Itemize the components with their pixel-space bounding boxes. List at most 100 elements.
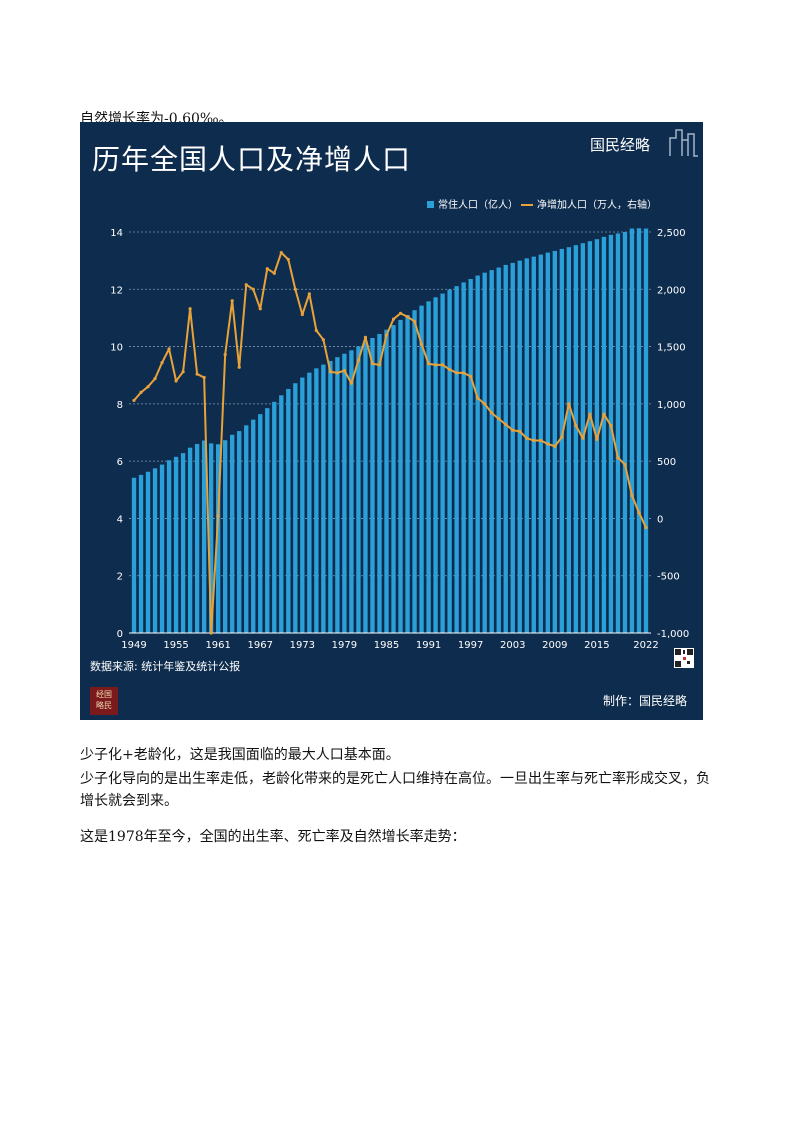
population-bar bbox=[194, 443, 200, 633]
net-increase-point bbox=[609, 424, 613, 428]
population-bar bbox=[608, 234, 614, 633]
net-increase-point bbox=[462, 371, 466, 375]
population-bar bbox=[201, 440, 207, 633]
net-increase-point bbox=[426, 362, 431, 366]
right-axis-tick-label: 0 bbox=[657, 514, 663, 525]
population-bar bbox=[215, 444, 221, 633]
legend-label-population: 常住人口（亿人） bbox=[438, 198, 518, 211]
population-bar bbox=[601, 236, 607, 633]
x-axis-tick-label: 1985 bbox=[374, 640, 399, 651]
paragraph-aging-summary: 少子化+老龄化，这是我国面临的最大人口基本面。 bbox=[80, 747, 400, 763]
x-axis-tick-label: 1949 bbox=[121, 640, 146, 651]
population-bar bbox=[426, 301, 431, 633]
net-increase-point bbox=[342, 369, 347, 373]
population-bar bbox=[363, 341, 368, 633]
population-bar bbox=[475, 275, 480, 633]
population-bar bbox=[152, 468, 158, 633]
x-axis-tick-label: 1991 bbox=[416, 640, 441, 651]
population-bar bbox=[538, 254, 543, 633]
population-bar bbox=[377, 333, 382, 633]
net-increase-point bbox=[644, 525, 648, 530]
population-bar bbox=[524, 258, 529, 633]
population-bar bbox=[230, 434, 235, 633]
brand-seal-logo: 经国 略民 bbox=[90, 687, 118, 715]
legend-label-net-increase: 净增加人口（万人，右轴） bbox=[537, 198, 657, 211]
population-bar bbox=[440, 293, 445, 633]
net-increase-point bbox=[441, 363, 445, 367]
population-bar bbox=[398, 319, 403, 633]
net-increase-point bbox=[469, 374, 473, 378]
x-axis-tick-label: 1961 bbox=[205, 640, 230, 651]
right-axis-tick-label: 1,500 bbox=[657, 343, 686, 354]
population-bar bbox=[342, 353, 347, 633]
net-increase-point bbox=[167, 347, 171, 351]
population-bar bbox=[391, 325, 396, 633]
population-bar bbox=[559, 248, 565, 633]
net-increase-point bbox=[132, 398, 136, 403]
population-bar bbox=[489, 270, 494, 633]
population-bar bbox=[496, 267, 501, 633]
net-increase-line bbox=[133, 251, 647, 634]
population-bar bbox=[629, 228, 635, 633]
net-increase-point bbox=[216, 514, 220, 518]
right-axis-tick-label: 2,000 bbox=[657, 285, 686, 296]
x-axis-tick-label: 1967 bbox=[248, 640, 273, 651]
population-bar bbox=[279, 395, 284, 633]
population-bar bbox=[166, 460, 172, 633]
left-axis-tick-label: 12 bbox=[110, 285, 123, 296]
net-increase-point bbox=[307, 292, 311, 296]
net-increase-point bbox=[581, 436, 585, 440]
net-increase-point bbox=[398, 311, 403, 315]
population-bar bbox=[622, 232, 628, 633]
right-axis-tick-label: 1,000 bbox=[657, 400, 686, 411]
left-axis-tick-label: 0 bbox=[117, 629, 123, 640]
net-increase-point bbox=[483, 402, 487, 406]
population-bar bbox=[258, 414, 263, 633]
population-bar bbox=[159, 464, 165, 633]
net-increase-point bbox=[209, 631, 213, 635]
population-bar bbox=[314, 368, 319, 633]
population-bar bbox=[468, 278, 473, 633]
population-bar bbox=[412, 310, 417, 633]
population-bar bbox=[370, 337, 375, 633]
net-increase-point bbox=[546, 442, 550, 446]
population-bar bbox=[244, 425, 249, 633]
population-bar bbox=[531, 256, 536, 633]
net-increase-point bbox=[419, 342, 424, 346]
net-increase-point bbox=[328, 370, 332, 374]
net-increase-point bbox=[490, 411, 494, 415]
net-increase-point bbox=[251, 287, 255, 291]
net-increase-point bbox=[188, 307, 192, 311]
x-axis-tick-label: 2022 bbox=[633, 640, 658, 651]
net-increase-point bbox=[195, 372, 199, 376]
population-bar bbox=[552, 250, 557, 633]
population-bar bbox=[251, 419, 256, 633]
net-increase-point bbox=[525, 436, 529, 440]
population-bar bbox=[587, 241, 593, 633]
legend-bar-swatch bbox=[427, 201, 434, 208]
net-increase-point bbox=[623, 462, 627, 467]
net-increase-point bbox=[497, 417, 501, 421]
left-axis-tick-label: 6 bbox=[117, 457, 123, 468]
x-axis-tick-label: 2009 bbox=[542, 640, 567, 651]
population-bar bbox=[349, 350, 354, 633]
net-increase-point bbox=[244, 283, 248, 287]
population-bar bbox=[187, 447, 193, 633]
right-axis-tick-label: -500 bbox=[657, 572, 680, 583]
net-increase-point bbox=[518, 429, 522, 433]
x-axis-tick-label: 1997 bbox=[458, 640, 483, 651]
net-increase-point bbox=[181, 370, 185, 374]
net-increase-point bbox=[314, 328, 318, 333]
net-increase-point bbox=[293, 287, 297, 291]
net-increase-point bbox=[286, 257, 290, 262]
net-increase-point bbox=[139, 390, 143, 394]
x-axis-tick-label: 1973 bbox=[290, 640, 315, 651]
population-bar bbox=[265, 408, 270, 633]
chart-title: 历年全国人口及净增人口 bbox=[92, 143, 412, 176]
population-bar bbox=[573, 245, 579, 633]
net-increase-point bbox=[258, 307, 262, 311]
left-axis-tick-label: 4 bbox=[117, 514, 123, 525]
net-increase-point bbox=[588, 412, 592, 416]
population-bar bbox=[405, 315, 410, 633]
population-bar bbox=[433, 297, 438, 633]
